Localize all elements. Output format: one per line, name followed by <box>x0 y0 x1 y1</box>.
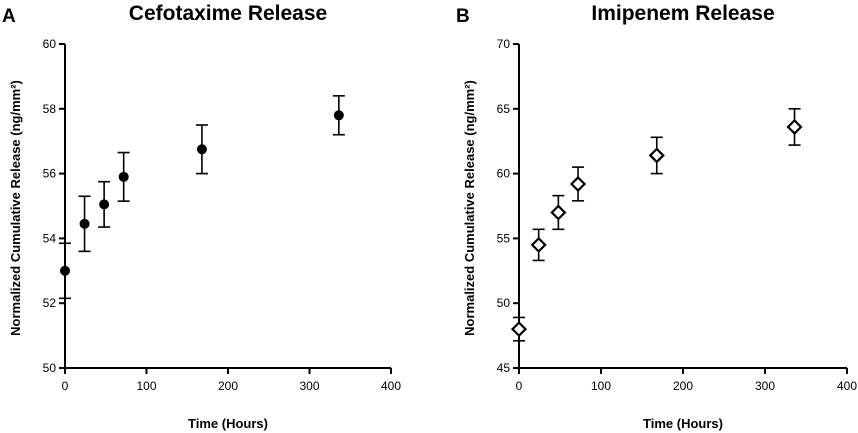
data-point <box>550 204 567 221</box>
x-tick-label: 300 <box>755 379 775 393</box>
y-tick-label: 65 <box>497 102 511 116</box>
x-tick-label: 0 <box>516 379 523 393</box>
y-tick-label: 55 <box>497 231 511 245</box>
panel-b: B Imipenem Release Time (Hours) Normaliz… <box>456 2 857 431</box>
x-tick-label: 400 <box>837 379 857 393</box>
y-tick-label: 58 <box>43 102 57 116</box>
data-point <box>79 218 90 229</box>
data-point <box>196 144 207 155</box>
data-point <box>118 171 129 182</box>
x-axis-label-a: Time (Hours) <box>188 416 268 431</box>
x-axis-label-b: Time (Hours) <box>643 416 723 431</box>
y-tick-label: 50 <box>497 296 511 310</box>
y-tick-label: 50 <box>43 361 57 375</box>
y-axis-label-b: Normalized Cumulative Release (ng/mm²) <box>462 80 477 336</box>
panel-label-a: A <box>2 6 16 27</box>
y-tick-label: 54 <box>43 231 57 245</box>
data-point <box>569 175 587 193</box>
y-axis-label-a: Normalized Cumulative Release (ng/mm²) <box>8 80 23 336</box>
data-point <box>99 199 110 210</box>
x-tick-label: 100 <box>136 379 156 393</box>
x-tick-label: 300 <box>299 379 319 393</box>
data-point <box>60 265 70 276</box>
x-tick-label: 400 <box>381 379 401 393</box>
chart-title-a: Cefotaxime Release <box>129 2 327 25</box>
x-tick-label: 100 <box>591 379 611 393</box>
y-tick-label: 56 <box>43 167 57 181</box>
y-tick-label: 52 <box>43 296 57 310</box>
data-point <box>333 110 344 121</box>
x-tick-label: 200 <box>218 379 238 393</box>
data-point <box>648 147 665 164</box>
y-tick-label: 45 <box>497 361 511 375</box>
data-point <box>786 118 803 135</box>
data-point <box>510 321 528 338</box>
x-tick-label: 0 <box>62 379 69 393</box>
data-point <box>530 236 547 253</box>
y-tick-label: 60 <box>43 37 57 51</box>
y-tick-label: 60 <box>497 167 511 181</box>
y-tick-label: 70 <box>497 37 511 51</box>
panel-a: A Cefotaxime Release Time (Hours) Normal… <box>2 2 401 431</box>
chart-title-b: Imipenem Release <box>591 2 774 25</box>
panel-label-b: B <box>456 6 470 27</box>
x-tick-label: 200 <box>673 379 693 393</box>
